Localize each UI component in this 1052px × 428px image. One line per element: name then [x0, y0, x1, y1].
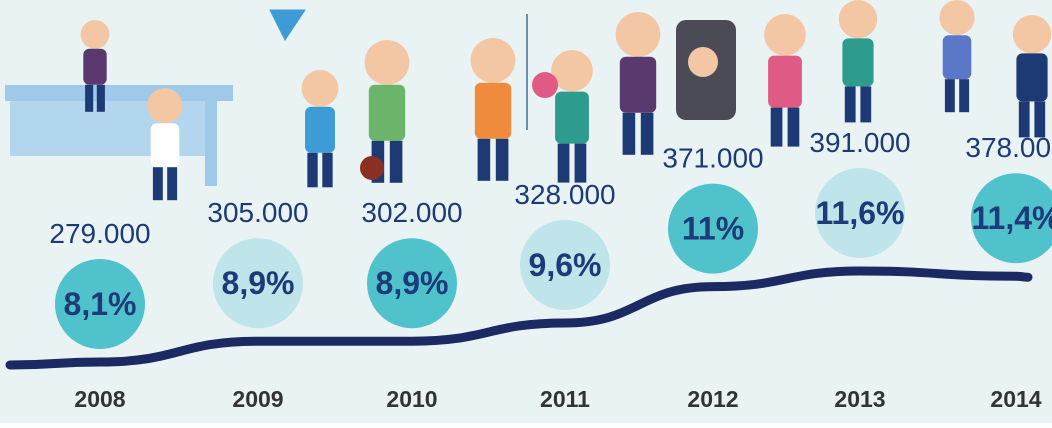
percentage-circle-2011	[520, 220, 610, 310]
child-in-blue-coat	[939, 0, 975, 113]
value-label-2011: 328.000	[514, 179, 615, 210]
value-label-2010: 302.000	[361, 197, 462, 228]
percentage-circle-2013	[815, 168, 905, 258]
percentage-label-2011: 9,6%	[529, 247, 602, 283]
child-in-navy-coat	[1012, 15, 1052, 138]
year-label-2009: 2009	[232, 386, 283, 412]
child-in-pink-jacket	[764, 14, 806, 147]
child-with-ball-icon	[364, 40, 410, 183]
value-label-2013: 391.000	[809, 127, 910, 158]
percentage-circle-2010	[367, 238, 457, 329]
percentage-circle-2009	[213, 238, 303, 329]
percentage-label-2013: 11,6%	[816, 195, 905, 231]
year-label-2014: 2014	[990, 386, 1041, 412]
percentage-circle-2014	[971, 173, 1052, 264]
year-label-2011: 2011	[540, 386, 590, 412]
trend-line	[5, 266, 1033, 370]
percentage-circle-2012	[668, 183, 758, 274]
percentage-label-2010: 8,9%	[376, 265, 449, 301]
girl-with-balloon-icon	[470, 38, 516, 181]
year-label-2010: 2010	[386, 386, 437, 412]
value-label-2008: 279.000	[49, 218, 150, 249]
year-label-2008: 2008	[74, 386, 125, 412]
percentage-label-2014: 11,4%	[972, 200, 1052, 236]
adult-with-stroller-icon-adult	[615, 12, 661, 155]
child-with-kite-icon	[301, 70, 339, 188]
value-label-2009: 305.000	[207, 197, 308, 228]
year-label-2013: 2013	[834, 386, 885, 412]
value-label-2014: 378.000	[965, 132, 1052, 163]
year-label-2012: 2012	[687, 386, 738, 412]
child-with-flowers-icon	[551, 50, 593, 183]
child-at-desk-figure	[147, 88, 183, 201]
illustrations-layer	[5, 0, 1052, 201]
percentage-label-2009: 8,9%	[222, 265, 295, 301]
percentage-circle-2008	[55, 259, 145, 349]
percentage-label-2012: 11%	[682, 211, 744, 247]
marks-layer: 8,1% 279.000 2008 8,9% 305.000 2009 8,9% 302.00…	[49, 127, 1052, 412]
children-in-winter-clothes-icon	[838, 0, 878, 123]
value-label-2012: 371.000	[662, 143, 763, 174]
percentage-label-2008: 8,1%	[64, 286, 137, 322]
teacher-figure	[80, 20, 110, 112]
